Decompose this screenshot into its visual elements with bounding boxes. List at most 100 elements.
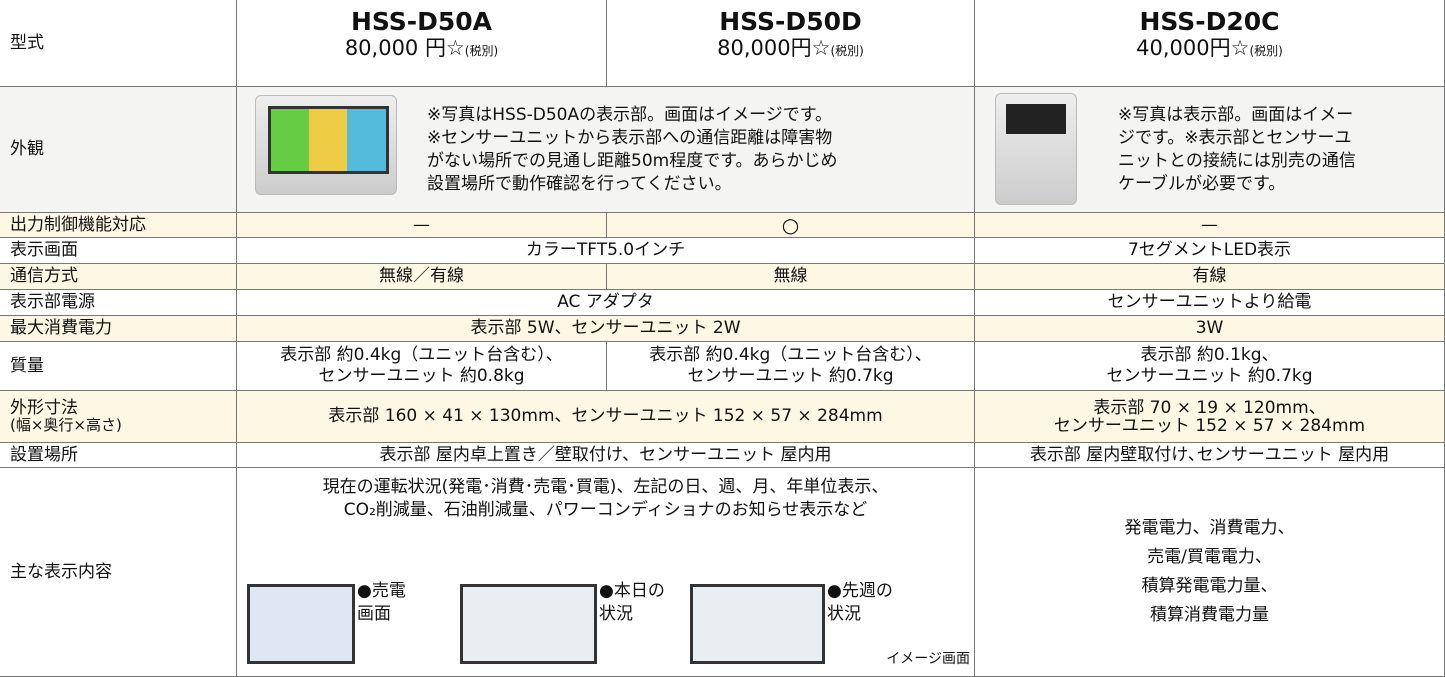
cell-line: 表示部 5W、センサーユニット 2W — [470, 318, 741, 338]
value-cell: 表示部 屋内卓上置き／壁取付け、センサーユニット 屋内用 — [237, 443, 975, 468]
cell-line: センサーユニット 約0.7kg — [1106, 366, 1313, 386]
cell-text: 表示部 約0.4kg（ユニット台含む）、 センサーユニット 約0.7kg — [649, 345, 932, 387]
header-label: 型式 — [10, 32, 44, 53]
screen-image — [690, 584, 825, 664]
cell-line: 無線 — [773, 266, 808, 286]
model-name: HSS-D50A — [350, 7, 493, 36]
value-cell: 表示部 約0.4kg（ユニット台含む）、 センサーユニット 約0.7kg — [607, 342, 975, 391]
row-label-cell: 表示部電源 — [0, 290, 237, 316]
model-price-line: 80,000円☆(税別) — [717, 36, 864, 63]
screen-caption: ●先週の状況 — [827, 580, 893, 626]
cell-text: 現在の運転状況(発電･消費･売電･買電)、左記の日、週、月、年単位表示、 CO₂削… — [323, 476, 889, 522]
cell-text: 3W — [1196, 318, 1224, 339]
cell-text: 表示部 70 × 19 × 120mm、 センサーユニット 152 × 57 × … — [1054, 399, 1365, 435]
value-cell: 表示部 約0.4kg（ユニット台含む）、 センサーユニット 約0.8kg — [237, 342, 607, 391]
model-price: 80,000 円☆ — [344, 36, 465, 60]
value-cell: 表示部 70 × 19 × 120mm、 センサーユニット 152 × 57 × … — [975, 391, 1445, 443]
cell-line: — — [413, 214, 430, 235]
row-label: 通信方式 — [10, 266, 78, 286]
cell-line: 表示部 屋内壁取付け､センサーユニット 屋内用 — [1029, 444, 1390, 465]
screen-caption-line: ●先週の — [827, 581, 893, 601]
screen-caption-line: ●本日の — [599, 581, 665, 601]
model-tax: (税別) — [830, 44, 864, 58]
row-label: 設置場所 — [10, 444, 78, 465]
row-label-cell: 外観 — [0, 87, 237, 213]
model-cell: HSS-D50D 80,000円☆(税別) — [607, 0, 975, 87]
screen-image — [247, 584, 355, 664]
cell-text: センサーユニットより給電 — [1108, 292, 1312, 313]
value-cell: ※写真はHSS-D50Aの表示部。画面はイメージです。 ※センサーユニットから表示… — [237, 87, 975, 213]
cell-text: ※写真はHSS-D50Aの表示部。画面はイメージです。 ※センサーユニットから表示… — [427, 104, 838, 196]
value-cell: 無線／有線 — [237, 264, 607, 290]
value-cell: 表示部 約0.1kg、 センサーユニット 約0.7kg — [975, 342, 1445, 391]
value-cell: 表示部 160 × 41 × 130mm、センサーユニット 152 × 57 ×… — [237, 391, 975, 443]
cell-text: 表示部 160 × 41 × 130mm、センサーユニット 152 × 57 ×… — [328, 406, 882, 427]
screen-note: イメージ画面 — [886, 651, 970, 667]
row-label: 出力制御機能対応 — [10, 214, 146, 235]
screen-caption: ●本日の 状況 — [599, 580, 665, 626]
cell-line: ※写真はHSS-D50Aの表示部。画面はイメージです。 — [427, 104, 833, 125]
screen-caption-line: 状況 — [827, 604, 861, 624]
cell-text: ○ — [782, 214, 799, 236]
row-label-cell: 表示画面 — [0, 238, 237, 264]
cell-text: 7セグメントLED表示 — [1128, 240, 1291, 261]
screen-caption-line: ●売電 — [357, 581, 406, 601]
cell-text: — — [413, 215, 430, 236]
cell-text: 表示部 屋内卓上置き／壁取付け、センサーユニット 屋内用 — [380, 445, 832, 466]
cell-line: カラーTFT5.0インチ — [525, 240, 686, 260]
value-cell: 表示部 5W、センサーユニット 2W — [237, 316, 975, 342]
cell-line: — — [1201, 214, 1218, 235]
value-cell: ※写真は表示部。画面はイメー ジです。※表示部とセンサーユ ニットとの接続には別売の… — [975, 87, 1445, 213]
value-cell: センサーユニットより給電 — [975, 290, 1445, 316]
row-label-cell: 出力制御機能対応 — [0, 213, 237, 238]
row-label-cell: 主な表示内容 — [0, 468, 237, 677]
cell-line: ※センサーユニットから表示部への通信距離は障害物 — [427, 127, 833, 148]
cell-text: 表示部 約0.1kg、 センサーユニット 約0.7kg — [1106, 345, 1312, 387]
cell-line: ※写真は表示部。画面はイメー — [1118, 104, 1354, 125]
cell-text: ※写真は表示部。画面はイメー ジです。※表示部とセンサーユ ニットとの接続には別売の… — [1118, 104, 1356, 196]
row-label: 表示画面 — [10, 240, 78, 260]
cell-text: 無線 — [774, 266, 808, 287]
cell-line: 売電/買電電力、 — [1147, 547, 1272, 567]
device-photo — [995, 93, 1077, 205]
cell-text: 無線／有線 — [379, 266, 464, 287]
cell-line: ケーブルが必要です。 — [1118, 173, 1286, 194]
value-cell: — — [237, 213, 607, 238]
row-label: 外形寸法 — [10, 397, 78, 418]
value-cell: AC アダプタ — [237, 290, 975, 316]
cell-line: 7セグメントLED表示 — [1127, 240, 1292, 260]
cell-line: 現在の運転状況(発電･消費･売電･買電)、左記の日、週、月、年単位表示、 — [322, 477, 889, 497]
row-label-cell: 設置場所 — [0, 443, 237, 468]
cell-line: CO₂削減量、石油削減量、パワーコンディショナのお知らせ表示など — [343, 500, 868, 520]
cell-line: センサーユニット 約0.7kg — [687, 366, 894, 386]
row-label: 最大消費電力 — [10, 318, 112, 338]
cell-text: 表示部 5W、センサーユニット 2W — [470, 318, 740, 339]
row-label: 外観 — [10, 139, 44, 159]
cell-line: センサーユニット 152 × 57 × 284mm — [1053, 415, 1366, 436]
device-screen — [268, 106, 389, 174]
model-tax: (税別) — [464, 44, 499, 58]
row-label-cell: 質量 — [0, 342, 237, 391]
device-screen — [1006, 104, 1066, 134]
cell-text: 発電電力、消費電力、 売電/買電電力、 積算発電電力量、 積算消費電力量 — [1125, 514, 1295, 630]
model-tax: (税別) — [1249, 44, 1283, 58]
cell-line: 発電電力、消費電力、 — [1124, 518, 1295, 538]
cell-line: 表示部 約0.4kg（ユニット台含む）、 — [280, 345, 563, 365]
value-cell: カラーTFT5.0インチ — [237, 238, 975, 264]
value-cell: ○ — [607, 213, 975, 238]
model-cell: HSS-D20C 40,000円☆(税別) — [975, 0, 1445, 87]
cell-line: がない場所での見通し距離50m程度です。あらかじめ — [427, 150, 838, 171]
value-cell: 有線 — [975, 264, 1445, 290]
cell-line: AC アダプタ — [557, 292, 654, 312]
cell-line: 表示部 約0.1kg、 — [1140, 345, 1279, 365]
cell-line: ジです。※表示部とセンサーユ — [1118, 127, 1352, 148]
value-cell: 無線 — [607, 264, 975, 290]
cell-line: 3W — [1195, 318, 1224, 338]
cell-line: 有線 — [1192, 266, 1227, 286]
value-cell: 現在の運転状況(発電･消費･売電･買電)、左記の日、週、月、年単位表示、 CO₂削… — [237, 468, 975, 677]
cell-text: AC アダプタ — [557, 292, 654, 313]
cell-line: センサーユニット 約0.8kg — [318, 366, 525, 386]
cell-line: ニットとの接続には別売の通信 — [1118, 150, 1356, 171]
row-label-cell: 通信方式 — [0, 264, 237, 290]
